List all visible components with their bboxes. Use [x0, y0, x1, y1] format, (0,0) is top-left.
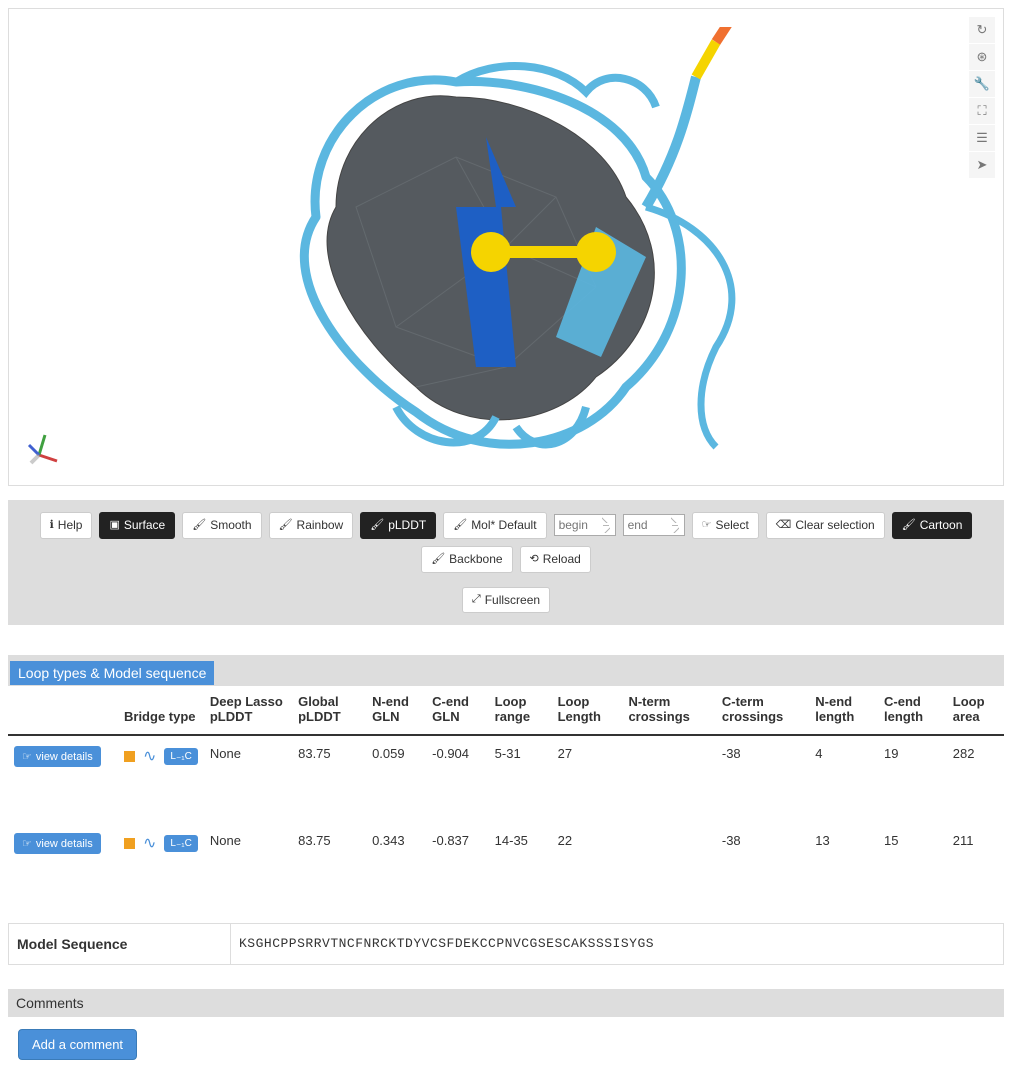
clear-selection-button[interactable]: ⌫Clear selection: [766, 512, 885, 539]
col-cend-len: C-end length: [878, 686, 947, 736]
comments-header: Comments: [8, 989, 1004, 1017]
col-loop-range: Loop range: [489, 686, 552, 736]
smooth-button[interactable]: 🖌Smooth: [182, 512, 261, 539]
target-icon[interactable]: ⊛: [969, 44, 995, 70]
cell-cterm-cross: -38: [716, 735, 809, 823]
cell-deep-lasso: None: [204, 823, 292, 911]
cell-cterm-cross: -38: [716, 823, 809, 911]
end-input[interactable]: [623, 514, 685, 536]
loop-table: Bridge type Deep Lasso pLDDT Global pLDD…: [8, 685, 1004, 911]
square-icon: ▣: [109, 518, 119, 533]
cell-nterm-cross: [622, 735, 715, 823]
brush-icon: 🖌: [279, 518, 293, 533]
ribbon-icon: ∿: [143, 746, 156, 766]
table-row: ☞ view details ∿ L₋₁C None 83.75 0.343 -…: [8, 823, 1004, 911]
cell-loop-area: 211: [947, 823, 1004, 911]
section-title: Loop types & Model sequence: [10, 661, 214, 685]
reset-icon[interactable]: ↻: [969, 17, 995, 43]
plddt-button[interactable]: 🖌pLDDT: [360, 512, 436, 539]
cell-nend-len: 4: [809, 735, 878, 823]
cell-global-plddt: 83.75: [292, 735, 366, 823]
mol-default-button[interactable]: 🖌Mol* Default: [443, 512, 546, 539]
cell-cend-len: 19: [878, 735, 947, 823]
cell-global-plddt: 83.75: [292, 823, 366, 911]
molecule-render[interactable]: [156, 27, 856, 467]
col-bridge-type: Bridge type: [118, 686, 204, 736]
cell-cend-len: 15: [878, 823, 947, 911]
cell-loop-range: 14-35: [489, 823, 552, 911]
fullscreen-icon[interactable]: ⛶: [969, 98, 995, 124]
bridge-color-icon: [124, 838, 135, 849]
sliders-icon[interactable]: ☰: [969, 125, 995, 151]
viewer-right-toolbar: ↻⊛🔧⛶☰➤: [969, 17, 995, 178]
brush-icon: 🖌: [370, 518, 384, 533]
cell-loop-length: 27: [552, 735, 623, 823]
select-button[interactable]: ☞Select: [692, 512, 759, 539]
expand-icon: ⤢: [472, 592, 481, 607]
brush-icon: 🖌: [902, 518, 916, 533]
backbone-button[interactable]: 🖌Backbone: [421, 546, 512, 573]
cell-loop-length: 22: [552, 823, 623, 911]
rainbow-button[interactable]: 🖌Rainbow: [269, 512, 354, 539]
controls-bar: ℹHelp ▣Surface 🖌Smooth 🖌Rainbow 🖌pLDDT 🖌…: [8, 500, 1004, 625]
lasso-badge[interactable]: L₋₁C: [164, 835, 197, 852]
eraser-icon: ⌫: [776, 518, 792, 533]
cell-loop-range: 5-31: [489, 735, 552, 823]
begin-input[interactable]: [554, 514, 616, 536]
cell-cend-gln: -0.904: [426, 735, 489, 823]
surface-button[interactable]: ▣Surface: [99, 512, 175, 539]
info-icon: ℹ: [50, 518, 54, 533]
col-nend-len: N-end length: [809, 686, 878, 736]
col-global-plddt: Global pLDDT: [292, 686, 366, 736]
help-button[interactable]: ℹHelp: [40, 512, 93, 539]
fullscreen-button[interactable]: ⤢Fullscreen: [462, 587, 550, 614]
col-cend-gln: C-end GLN: [426, 686, 489, 736]
comments-section: Comments Add a comment: [8, 989, 1004, 1060]
pointer-icon[interactable]: ➤: [969, 152, 995, 178]
settings-icon[interactable]: 🔧: [969, 71, 995, 97]
viewer-panel[interactable]: ↻⊛🔧⛶☰➤: [8, 8, 1004, 486]
model-sequence-label: Model Sequence: [9, 924, 231, 964]
cell-deep-lasso: None: [204, 735, 292, 823]
brush-icon: 🖌: [453, 518, 467, 533]
model-sequence-row: Model Sequence KSGHCPPSRRVTNCFNRCKTDYVCS…: [8, 923, 1004, 965]
model-sequence-value: KSGHCPPSRRVTNCFNRCKTDYVCSFDEKCCPNVCGSESC…: [231, 924, 1003, 964]
col-loop-length: Loop Length: [552, 686, 623, 736]
bridge-type-cell: ∿ L₋₁C: [124, 833, 198, 853]
brush-icon: 🖌: [431, 552, 445, 567]
hand-icon: ☞: [22, 837, 32, 850]
view-details-button[interactable]: ☞ view details: [14, 746, 101, 767]
reload-icon: ⟲: [530, 552, 539, 567]
bridge-type-cell: ∿ L₋₁C: [124, 746, 198, 766]
reload-button[interactable]: ⟲Reload: [520, 546, 591, 573]
brush-icon: 🖌: [192, 518, 206, 533]
ribbon-icon: ∿: [143, 833, 156, 853]
cell-nend-len: 13: [809, 823, 878, 911]
lasso-badge[interactable]: L₋₁C: [164, 748, 197, 765]
hand-icon: ☞: [22, 750, 32, 763]
cell-nterm-cross: [622, 823, 715, 911]
col-nend-gln: N-end GLN: [366, 686, 426, 736]
bridge-color-icon: [124, 751, 135, 762]
cell-nend-gln: 0.059: [366, 735, 426, 823]
cell-loop-area: 282: [947, 735, 1004, 823]
cell-cend-gln: -0.837: [426, 823, 489, 911]
axes-gizmo: [27, 427, 67, 467]
section-header-bar: Loop types & Model sequence: [8, 655, 1004, 685]
view-details-button[interactable]: ☞ view details: [14, 833, 101, 854]
col-deep-lasso: Deep Lasso pLDDT: [204, 686, 292, 736]
col-loop-area: Loop area: [947, 686, 1004, 736]
add-comment-button[interactable]: Add a comment: [18, 1029, 137, 1060]
cartoon-button[interactable]: 🖌Cartoon: [892, 512, 973, 539]
col-nterm-cross: N-term crossings: [622, 686, 715, 736]
hand-icon: ☞: [702, 518, 712, 533]
cell-nend-gln: 0.343: [366, 823, 426, 911]
table-row: ☞ view details ∿ L₋₁C None 83.75 0.059 -…: [8, 735, 1004, 823]
col-cterm-cross: C-term crossings: [716, 686, 809, 736]
